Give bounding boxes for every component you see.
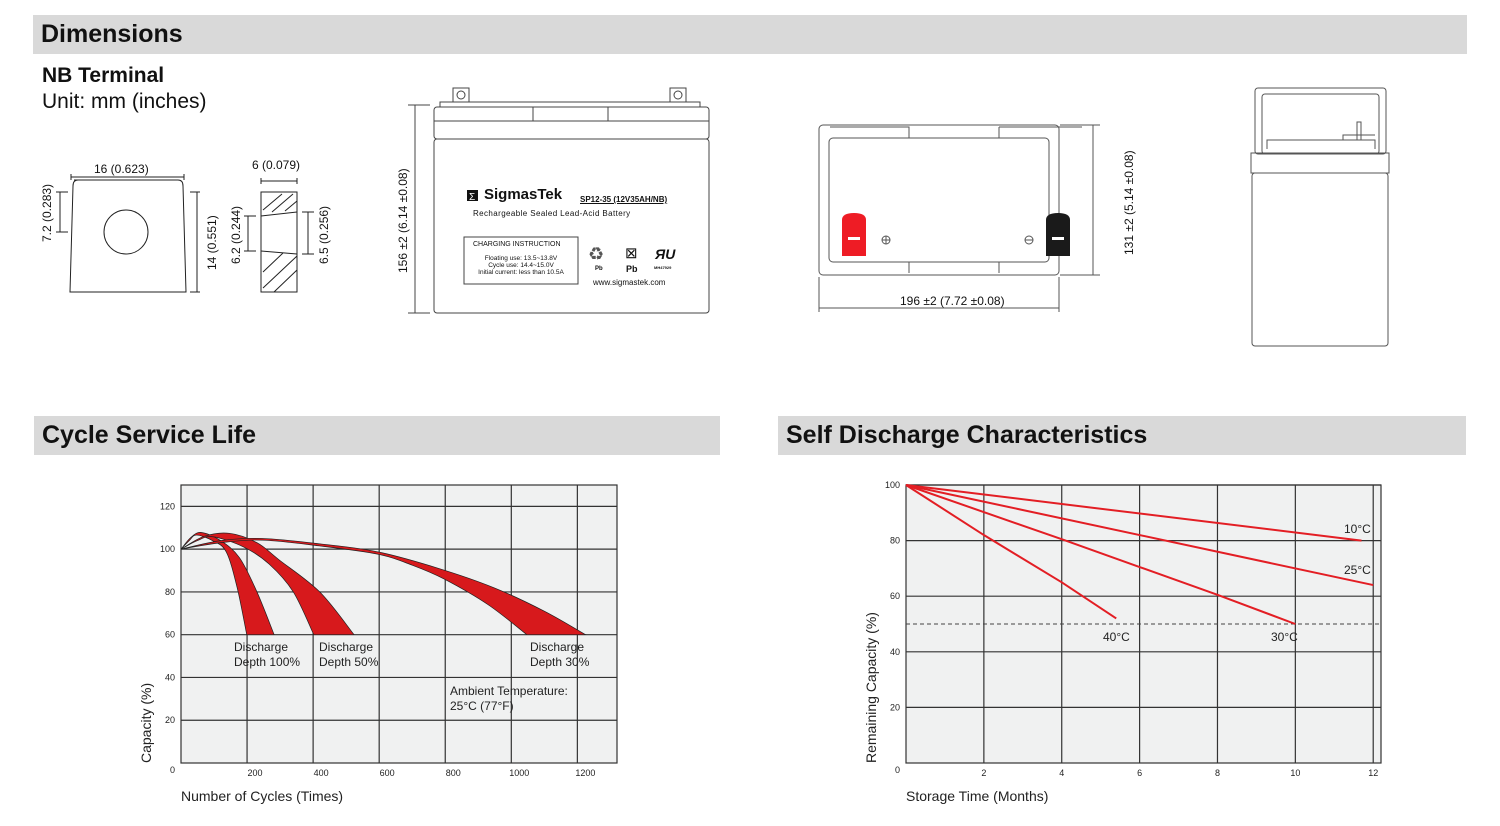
- cycle-ytick-label: 80: [165, 587, 175, 597]
- svg-text:Σ: Σ: [469, 192, 475, 203]
- negative-terminal-icon: [1046, 213, 1070, 256]
- unit-label: Unit: mm (inches): [42, 90, 207, 113]
- cycle-ytick-label: 100: [160, 544, 175, 554]
- self-ytick-label: 0: [895, 765, 900, 775]
- self-ytick-label: 60: [890, 591, 900, 601]
- sigma-logo-icon: [467, 190, 478, 201]
- website: www.sigmastek.com: [593, 278, 666, 287]
- pb-label: Pb: [626, 264, 638, 274]
- model-number: SP12-35 (12V35AH/NB): [580, 195, 668, 204]
- battery-front-drawing: Σ: [408, 87, 710, 314]
- self-series-label: 25°C: [1344, 563, 1371, 577]
- cycle-series-label: Depth 100%: [234, 655, 300, 669]
- positive-terminal-icon: [842, 213, 866, 256]
- self-ytick-label: 100: [885, 480, 900, 490]
- section-header-self-discharge: Self Discharge Characteristics: [778, 416, 1466, 455]
- section-header-cycle-life: Cycle Service Life: [34, 416, 720, 455]
- charging-line: Cycle use: 14.4~15.0V: [488, 262, 554, 269]
- cycle-ytick-label: 60: [165, 630, 175, 640]
- self-xtick-label: 12: [1368, 768, 1378, 778]
- recycle-icon: ♻: [588, 244, 605, 264]
- self-ytick-label: 80: [890, 536, 900, 546]
- charging-lines: Floating use: 13.5~13.8V Cycle use: 14.4…: [466, 255, 576, 276]
- battery-side-drawing: [1250, 87, 1390, 347]
- self-xtick-label: 10: [1290, 768, 1300, 778]
- cycle-xtick-label: 1000: [509, 768, 529, 778]
- cycle-ytick-label: 0: [170, 765, 175, 775]
- terminal-title: NB Terminal: [42, 64, 165, 87]
- ambient-temperature-note: 25°C (77°F): [450, 699, 514, 713]
- section-header-dimensions: Dimensions: [33, 15, 1467, 54]
- cycle-xtick-label: 200: [248, 768, 263, 778]
- self-series-line: [905, 484, 1374, 587]
- cycle-band-1: [180, 532, 275, 636]
- self-xtick-label: 4: [1059, 768, 1064, 778]
- dim-side-width: 6 (0.079): [252, 158, 301, 172]
- self-xtick-label: 8: [1215, 768, 1220, 778]
- self-series-label: 10°C: [1344, 522, 1371, 536]
- crossed-bin-icon: ⊠: [625, 245, 638, 262]
- cycle-ytick-label: 120: [160, 501, 175, 511]
- self-ytick-label: 20: [890, 702, 900, 712]
- pb-label: Pb: [595, 266, 603, 272]
- cycle-xtick-label: 600: [380, 768, 395, 778]
- dim-top-width: 196 ±2 (7.72 ±0.08): [900, 294, 1005, 308]
- ul-mark-icon: ЯU: [655, 246, 676, 262]
- self-series-label: 40°C: [1103, 630, 1130, 644]
- cycle-xtick-label: 800: [446, 768, 461, 778]
- ul-code: MH47929: [654, 265, 672, 270]
- self-xtick-label: 2: [981, 768, 986, 778]
- self-series-line: [905, 484, 1117, 620]
- self-series-line: [905, 484, 1296, 625]
- dim-terminal-width: 16 (0.623): [94, 162, 149, 176]
- charging-title: CHARGING INSTRUCTION: [473, 241, 561, 248]
- cycle-xtick-label: 1200: [575, 768, 595, 778]
- cycle-series-label: Discharge: [319, 640, 373, 654]
- battery-subtitle: Rechargeable Sealed Lead-Acid Battery: [473, 209, 631, 218]
- cycle-ytick-label: 40: [165, 672, 175, 682]
- cycle-x-axis-label: Number of Cycles (Times): [181, 788, 343, 804]
- self-y-axis-label: Remaining Capacity (%): [863, 612, 879, 763]
- cycle-series-label: Discharge: [530, 640, 584, 654]
- charging-line: Initial current: less than 10.5A: [478, 269, 564, 276]
- cycle-band-2: [180, 532, 355, 636]
- cycle-ytick-label: 20: [165, 715, 175, 725]
- charging-line: Floating use: 13.5~13.8V: [484, 255, 558, 262]
- self-ytick-label: 40: [890, 647, 900, 657]
- terminal-drawing: [56, 174, 314, 293]
- cycle-band-3: [180, 537, 587, 636]
- cycle-series-label: Depth 50%: [319, 655, 379, 669]
- brand-name: SigmasTek: [484, 186, 563, 203]
- cycle-xtick-label: 400: [314, 768, 329, 778]
- cycle-series-label: Discharge: [234, 640, 288, 654]
- self-series-line: [905, 484, 1362, 542]
- ambient-temperature-note: Ambient Temperature:: [450, 684, 568, 698]
- cycle-y-axis-label: Capacity (%): [138, 683, 154, 763]
- cycle-series-label: Depth 30%: [530, 655, 590, 669]
- battery-top-drawing: [818, 124, 1100, 312]
- self-series-label: 30°C: [1271, 630, 1298, 644]
- self-x-axis-label: Storage Time (Months): [906, 788, 1048, 804]
- self-xtick-label: 6: [1137, 768, 1142, 778]
